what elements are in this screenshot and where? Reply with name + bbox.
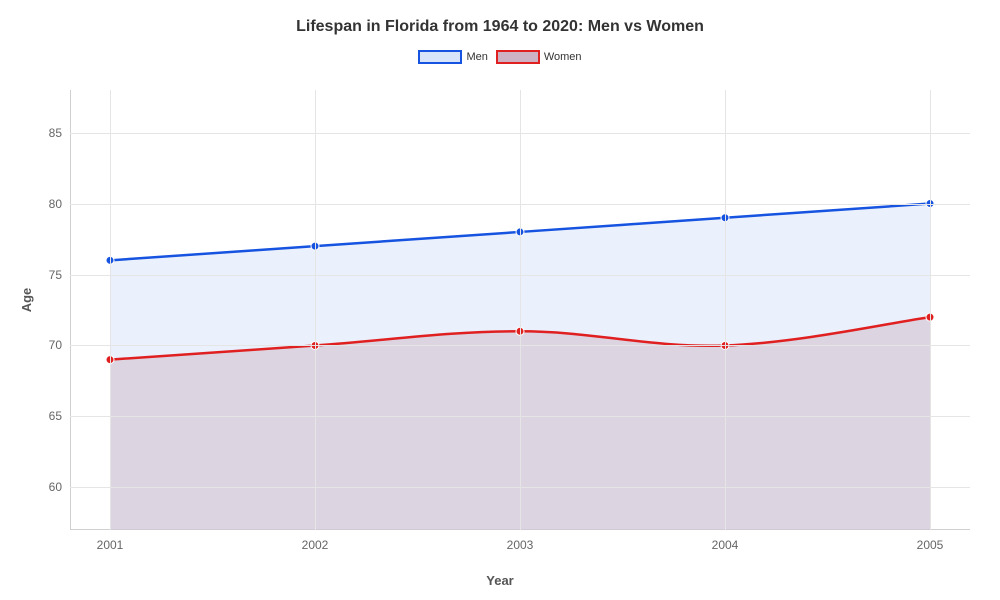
legend-item[interactable]: Men — [418, 50, 487, 64]
legend-item[interactable]: Women — [496, 50, 582, 64]
plot-area: 60657075808520012002200320042005 — [70, 90, 970, 530]
gridline-vertical — [520, 90, 521, 530]
gridline-vertical — [725, 90, 726, 530]
y-tick-label: 85 — [49, 126, 70, 140]
y-axis-title: Age — [19, 288, 34, 313]
chart-container: Lifespan in Florida from 1964 to 2020: M… — [0, 0, 1000, 600]
legend-label: Women — [544, 51, 582, 63]
y-tick-label: 65 — [49, 409, 70, 423]
x-tick-label: 2001 — [97, 530, 124, 552]
legend-label: Men — [466, 51, 487, 63]
legend: Men Women — [0, 50, 1000, 64]
y-tick-label: 60 — [49, 480, 70, 494]
chart-title: Lifespan in Florida from 1964 to 2020: M… — [0, 0, 1000, 36]
legend-swatch — [418, 50, 462, 64]
y-tick-label: 80 — [49, 197, 70, 211]
y-tick-label: 70 — [49, 338, 70, 352]
y-tick-label: 75 — [49, 268, 70, 282]
x-tick-label: 2005 — [917, 530, 944, 552]
x-tick-label: 2002 — [302, 530, 329, 552]
x-tick-label: 2003 — [507, 530, 534, 552]
gridline-vertical — [930, 90, 931, 530]
x-tick-label: 2004 — [712, 530, 739, 552]
x-axis-title: Year — [486, 573, 513, 588]
gridline-vertical — [315, 90, 316, 530]
gridline-vertical — [110, 90, 111, 530]
legend-swatch — [496, 50, 540, 64]
